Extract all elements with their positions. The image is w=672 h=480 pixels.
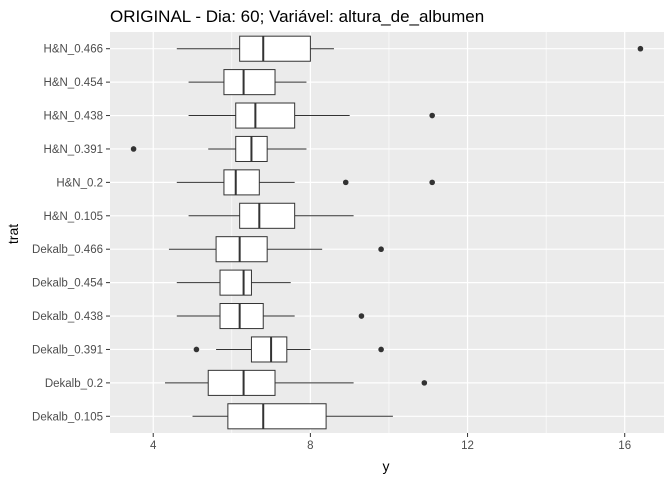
- box-H&N_0.391: [130, 135, 307, 162]
- y-tick-label: H&N_0.105: [44, 211, 103, 223]
- box-iqr: [250, 336, 288, 363]
- box-iqr: [215, 236, 268, 263]
- box-iqr: [223, 69, 276, 96]
- box-iqr: [207, 369, 276, 396]
- x-tick-label: 12: [461, 440, 474, 452]
- plot-panel: [110, 32, 664, 433]
- box-iqr: [223, 169, 260, 196]
- box-iqr: [239, 202, 296, 229]
- box-Dekalb_0.2: [165, 369, 428, 396]
- y-tick-label: Dekalb_0.2: [45, 378, 103, 390]
- outlier-point: [378, 346, 384, 353]
- y-tick-label: Dekalb_0.105: [32, 411, 103, 423]
- outlier-point: [378, 246, 384, 253]
- outlier-point: [358, 313, 365, 319]
- box-iqr: [227, 403, 327, 430]
- y-axis-title: trat: [5, 224, 21, 244]
- boxes: [130, 35, 644, 430]
- outlier-point: [421, 380, 428, 386]
- outlier-point: [429, 112, 435, 119]
- outlier-point: [193, 346, 200, 353]
- box-Dekalb_0.454: [176, 269, 291, 296]
- chart-title: ORIGINAL - Dia: 60; Variável: altura_de_…: [110, 7, 484, 26]
- outlier-point: [130, 146, 137, 152]
- y-tick-label: Dekalb_0.454: [32, 278, 104, 290]
- x-axis-title: y: [383, 458, 390, 474]
- box-iqr: [235, 102, 296, 129]
- box-H&N_0.2: [176, 169, 435, 196]
- x-tick-label: 8: [307, 440, 313, 452]
- y-tick-label: Dekalb_0.438: [32, 311, 103, 323]
- y-tick-label: H&N_0.466: [44, 44, 103, 56]
- y-tick-label: H&N_0.438: [44, 111, 103, 123]
- y-tick-label: H&N_0.2: [56, 177, 103, 189]
- box-H&N_0.105: [188, 202, 354, 229]
- x-tick-label: 4: [150, 440, 157, 452]
- outlier-point: [637, 45, 644, 52]
- box-iqr: [219, 303, 264, 330]
- box-Dekalb_0.105: [192, 403, 393, 430]
- y-tick-label: H&N_0.391: [44, 144, 103, 156]
- x-tick-label: 16: [618, 440, 631, 452]
- x-axis-ticks: 4 8 12 16: [150, 433, 631, 452]
- box-Dekalb_0.466: [168, 236, 384, 263]
- box-iqr: [239, 35, 311, 62]
- box-H&N_0.466: [176, 35, 644, 62]
- outlier-point: [342, 179, 349, 186]
- y-tick-label: Dekalb_0.466: [32, 244, 103, 256]
- y-tick-label: H&N_0.454: [44, 77, 104, 89]
- box-Dekalb_0.391: [193, 336, 384, 363]
- box-iqr: [219, 269, 252, 296]
- y-tick-label: Dekalb_0.391: [32, 344, 103, 356]
- box-H&N_0.438: [188, 102, 435, 129]
- outlier-point: [429, 179, 435, 186]
- box-Dekalb_0.438: [176, 303, 365, 330]
- y-axis-ticks: H&N_0.466 H&N_0.454 H&N_0.438 H&N_0.391 H&N_…: [32, 44, 110, 423]
- box-H&N_0.454: [188, 69, 307, 96]
